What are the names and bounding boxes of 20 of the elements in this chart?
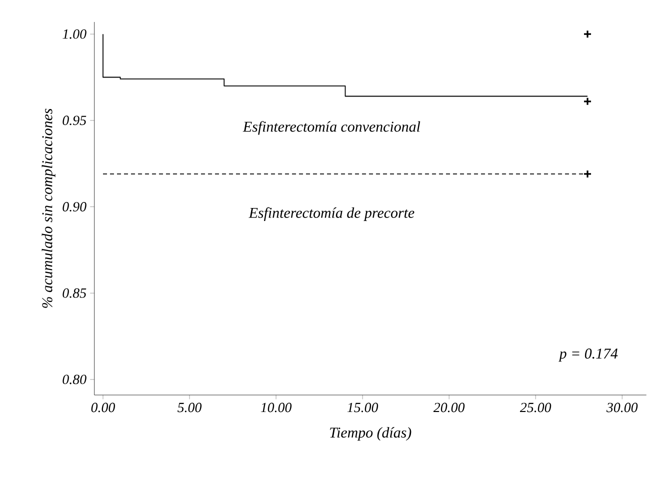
y-tick-label: 0.85 bbox=[62, 288, 86, 298]
x-tick-label: 5.00 bbox=[178, 402, 202, 412]
y-tick-label: 1.00 bbox=[62, 29, 86, 39]
y-axis-title: % acumulado sin complicaciones bbox=[42, 108, 56, 308]
y-tick-label: 0.80 bbox=[62, 374, 86, 384]
annotation: Esfinterectomía de precorte bbox=[248, 207, 414, 221]
y-tick-label: 0.90 bbox=[62, 202, 86, 212]
point bbox=[583, 97, 592, 106]
x-tick-label: 10.00 bbox=[260, 402, 292, 412]
annotation: p = 0.174 bbox=[558, 348, 618, 362]
point bbox=[583, 30, 592, 38]
y-tick-label: 0.95 bbox=[62, 116, 86, 126]
x-axis-title: Tiempo (días) bbox=[330, 427, 412, 441]
x-tick-label: 30.00 bbox=[606, 402, 638, 412]
x-tick-label: 25.00 bbox=[520, 402, 552, 412]
annotation: Esfinterectomía convencional bbox=[242, 121, 420, 135]
x-tick-label: 15.00 bbox=[347, 402, 378, 412]
x-tick-label: 0.00 bbox=[91, 402, 116, 412]
point bbox=[583, 170, 592, 178]
x-tick-label: 20.00 bbox=[433, 402, 465, 412]
